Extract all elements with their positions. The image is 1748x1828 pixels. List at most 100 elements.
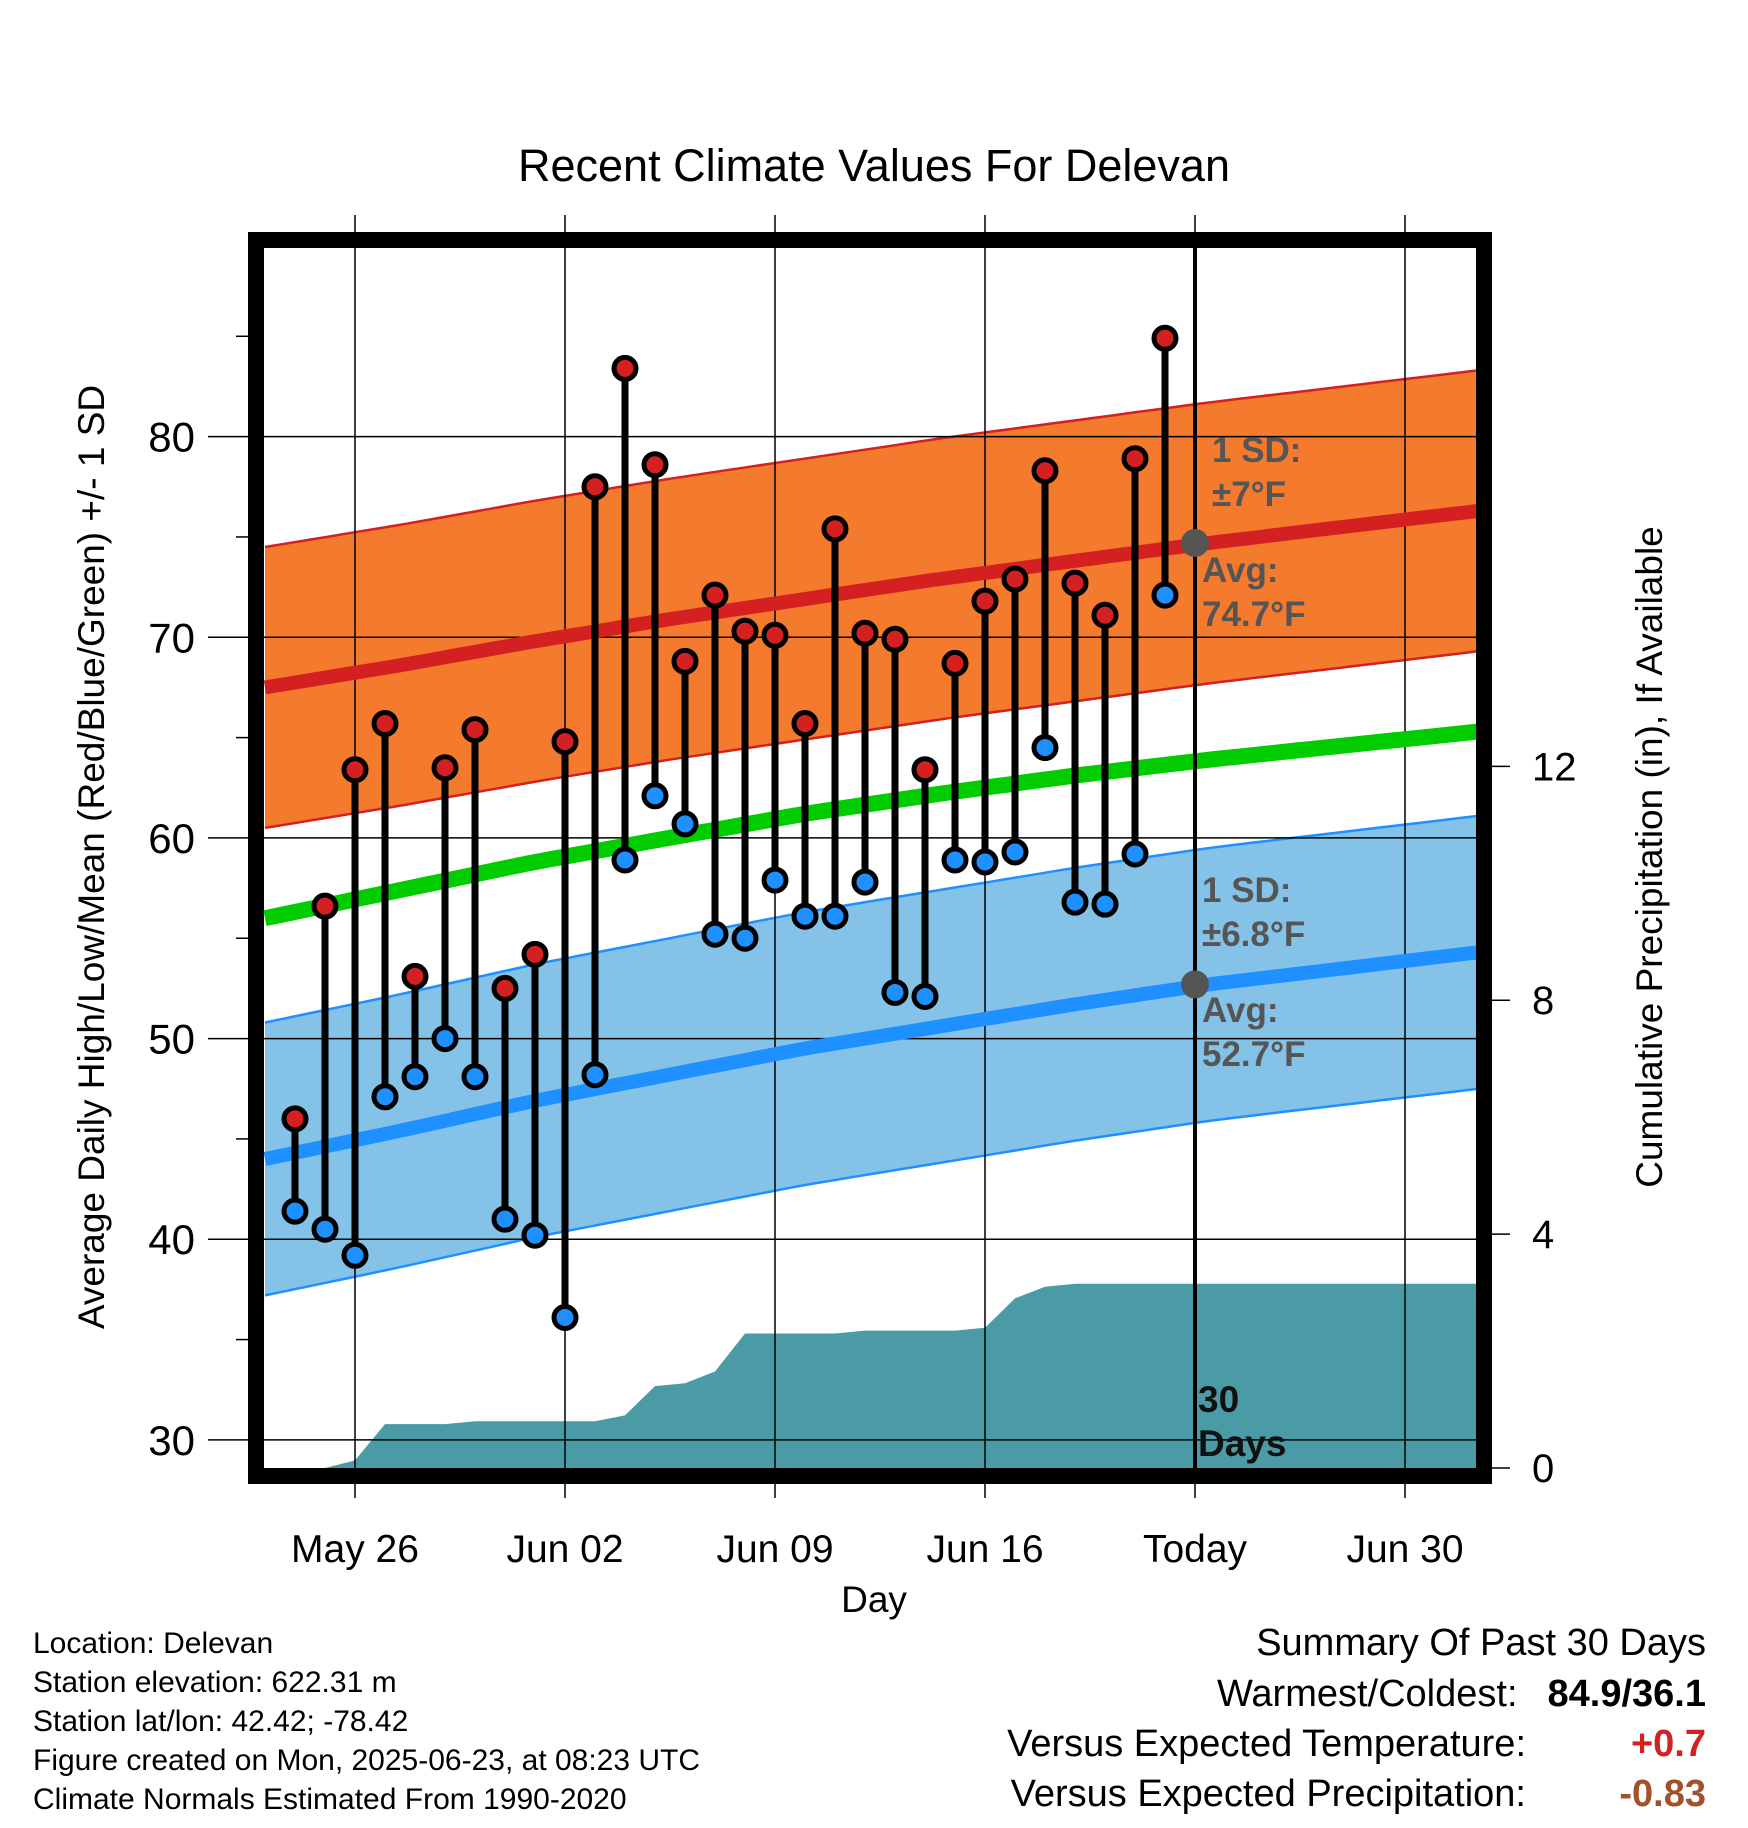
days-count-label: 30 bbox=[1198, 1379, 1239, 1420]
daily-low-point bbox=[581, 1061, 609, 1089]
warmest-label: Warmest/Coldest: bbox=[1216, 1673, 1518, 1715]
daily-low-point bbox=[701, 920, 729, 948]
daily-low-point bbox=[1031, 734, 1059, 762]
daily-high-point bbox=[911, 756, 939, 784]
y-axis-label: Average Daily High/Low/Mean (Red/Blue/Gr… bbox=[71, 385, 112, 1329]
daily-low-point bbox=[521, 1221, 549, 1249]
high-sd-band bbox=[265, 370, 1478, 828]
y-tick-label-5: 80 bbox=[148, 414, 195, 461]
y-tick-label-4: 70 bbox=[148, 614, 195, 661]
normal-mean-line bbox=[263, 723, 1479, 927]
daily-low-point bbox=[281, 1197, 309, 1225]
high-band-lower-edge bbox=[264, 650, 1479, 830]
high-avg-label: Avg: bbox=[1202, 551, 1278, 590]
daily-high-point bbox=[641, 451, 669, 479]
normal-high-line bbox=[263, 503, 1479, 695]
x-axis-label: Day bbox=[841, 1579, 907, 1620]
daily-high-point bbox=[731, 617, 759, 645]
daily-low-point bbox=[791, 902, 819, 930]
summary-heading: Summary Of Past 30 Days bbox=[1256, 1622, 1706, 1664]
high-band-upper-edge bbox=[264, 369, 1479, 549]
daily-low-point bbox=[761, 866, 789, 894]
latlon-text: Station lat/lon: 42.42; -78.42 bbox=[33, 1705, 409, 1738]
daily-low-point bbox=[611, 846, 639, 874]
high-sd-label: 1 SD: bbox=[1212, 431, 1301, 470]
daily-low-point bbox=[941, 846, 969, 874]
daily-high-point bbox=[671, 647, 699, 675]
daily-low-point bbox=[671, 810, 699, 838]
daily-low-point bbox=[821, 902, 849, 930]
daily-high-point bbox=[311, 892, 339, 920]
y-tick-label-1: 40 bbox=[148, 1216, 195, 1263]
daily-low-point bbox=[731, 924, 759, 952]
precip-area bbox=[265, 1283, 1478, 1468]
today-low-avg-marker bbox=[1181, 970, 1209, 999]
daily-low-point bbox=[371, 1083, 399, 1111]
y-tick-label-0: 30 bbox=[148, 1417, 195, 1464]
daily-low-point bbox=[851, 868, 879, 896]
low-band-upper-edge bbox=[264, 814, 1479, 1024]
station-info: Location: Delevan Station elevation: 622… bbox=[33, 1624, 700, 1819]
low-band-lower-edge bbox=[264, 1087, 1479, 1297]
daily-high-point bbox=[431, 754, 459, 782]
daily-low-point bbox=[491, 1205, 519, 1233]
y2-axis-label: Cumulative Precipitation (in), If Availa… bbox=[1629, 526, 1670, 1188]
daily-high-point bbox=[881, 625, 909, 653]
daily-high-point bbox=[701, 581, 729, 609]
warmest-value: 84.9/36.1 bbox=[1547, 1673, 1706, 1715]
y2-tick-label-2: 8 bbox=[1532, 979, 1554, 1023]
daily-high-point bbox=[1151, 324, 1179, 352]
daily-low-point bbox=[401, 1063, 429, 1091]
plot-border bbox=[248, 232, 1492, 1484]
climate-chart: Recent Climate Values For Delevan 1 SD: ±… bbox=[71, 140, 1670, 1620]
daily-high-point bbox=[941, 649, 969, 677]
daily-high-point bbox=[1121, 445, 1149, 473]
low-avg-label: Avg: bbox=[1202, 991, 1278, 1030]
daily-low-point bbox=[881, 978, 909, 1006]
temp-value: +0.7 bbox=[1630, 1723, 1706, 1765]
daily-low-point bbox=[461, 1063, 489, 1091]
normal-low-line bbox=[263, 945, 1479, 1166]
low-avg-value: 52.7°F bbox=[1202, 1035, 1306, 1074]
daily-low-point bbox=[1061, 888, 1089, 916]
y2-tick-label-1: 4 bbox=[1532, 1213, 1554, 1257]
daily-low-point bbox=[1001, 838, 1029, 866]
elevation-text: Station elevation: 622.31 m bbox=[33, 1666, 397, 1699]
daily-high-point bbox=[851, 619, 879, 647]
summary-temp-row: Versus Expected Temperature: +0.7 bbox=[1007, 1719, 1706, 1769]
daily-low-point bbox=[1151, 581, 1179, 609]
daily-high-point bbox=[551, 728, 579, 756]
daily-low-point bbox=[431, 1025, 459, 1053]
normal-lines bbox=[263, 503, 1479, 1166]
daily-high-point bbox=[971, 587, 999, 615]
high-sd-value: ±7°F bbox=[1212, 475, 1286, 514]
daily-low-point bbox=[311, 1215, 339, 1243]
daily-ranges bbox=[281, 324, 1179, 1332]
daily-high-point bbox=[401, 962, 429, 990]
x-tick-label-3: Jun 16 bbox=[926, 1528, 1043, 1571]
daily-high-point bbox=[371, 710, 399, 738]
daily-low-point bbox=[641, 782, 669, 810]
plot-frame bbox=[248, 232, 1492, 1484]
daily-high-point bbox=[491, 974, 519, 1002]
temp-label: Versus Expected Temperature: bbox=[1007, 1723, 1526, 1765]
daily-low-point bbox=[1091, 890, 1119, 918]
axes: 30 40 50 60 70 80 0 4 8 12 May 26 Jun 02 Jun 09 Jun 1… bbox=[148, 215, 1577, 1571]
precip-fill bbox=[265, 1283, 1478, 1468]
daily-high-point bbox=[1061, 569, 1089, 597]
daily-high-point bbox=[761, 621, 789, 649]
x-tick-label-0: May 26 bbox=[291, 1528, 419, 1571]
annotations: 1 SD: ±7°F Avg: 74.7°F 1 SD: ±6.8°F Avg: 52.7°F… bbox=[1198, 431, 1306, 1464]
daily-high-point bbox=[1031, 457, 1059, 485]
daily-low-point bbox=[551, 1304, 579, 1332]
daily-high-point bbox=[1091, 601, 1119, 629]
x-tick-label-1: Jun 02 bbox=[506, 1528, 623, 1571]
low-sd-label: 1 SD: bbox=[1202, 871, 1291, 910]
created-text: Figure created on Mon, 2025-06-23, at 08… bbox=[33, 1744, 701, 1777]
daily-high-point bbox=[1001, 565, 1029, 593]
daily-high-point bbox=[581, 473, 609, 501]
summary-warmest-row: Warmest/Coldest: 84.9/36.1 bbox=[1007, 1669, 1706, 1719]
daily-high-point bbox=[791, 710, 819, 738]
precip-value: -0.83 bbox=[1619, 1773, 1706, 1815]
x-tick-label-5: Jun 30 bbox=[1346, 1528, 1463, 1571]
